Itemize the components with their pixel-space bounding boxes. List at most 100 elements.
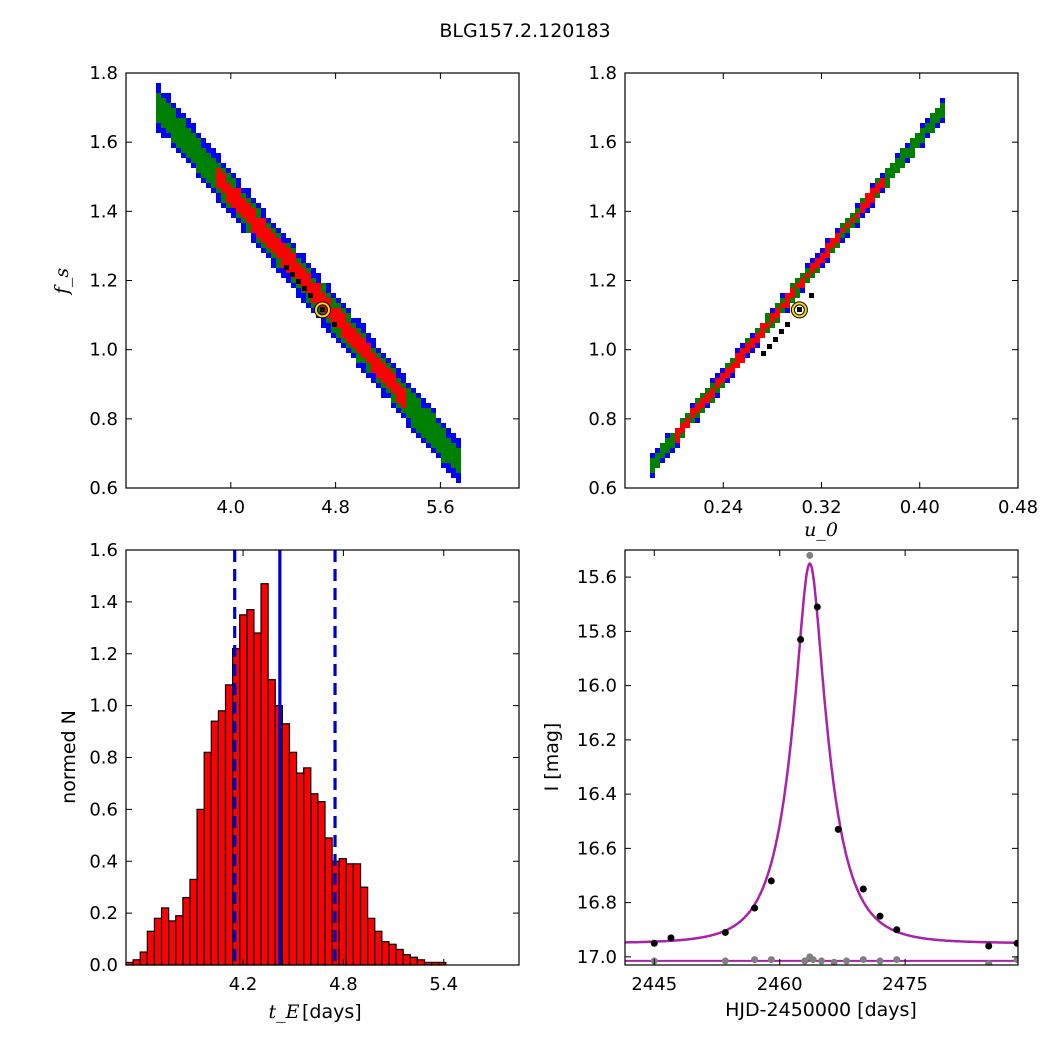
heatmap-cell-2-sigma [201,163,206,168]
heatmap-cell-2-sigma [236,213,241,218]
heatmap-cell-3-sigma [186,158,191,163]
heatmap-cell-3-sigma [361,328,366,333]
heatmap-cell-3-sigma [171,103,176,108]
heatmap-cell-2-sigma [895,163,900,168]
heatmap-cell-2-sigma [655,458,660,463]
heatmap-cell-2-sigma [910,143,915,148]
heatmap-cell-1-sigma [276,243,281,248]
heatmap-cell-1-sigma [261,228,266,233]
heatmap-cell-1-sigma [241,208,246,213]
heatmap-cell-3-sigma [416,393,421,398]
best-likelihood-cell [767,344,772,349]
tE-fs-panel: 4.0 4.8 5.6 0.6 0.8 1.0 1.2 1.4 1.6 1.8 f_s [51,63,520,518]
x-tick-label: 0.32 [801,497,841,518]
heatmap-cell-1-sigma [216,178,221,183]
heatmap-cell-2-sigma [391,398,396,403]
histogram-bar [388,943,397,966]
plot-frame [624,549,1019,966]
heatmap-cell-3-sigma [296,288,301,293]
heatmap-cell-1-sigma [680,423,685,428]
heatmap-cell-3-sigma [161,133,166,138]
heatmap-cell-2-sigma [171,128,176,133]
heatmap-cell-2-sigma [271,253,276,258]
heatmap-cell-1-sigma [271,248,276,253]
heatmap-cell-1-sigma [331,318,336,323]
heatmap-cell-2-sigma [176,128,181,133]
heatmap-cell-2-sigma [201,173,206,178]
data-point [797,636,805,644]
data-point [893,926,901,934]
histogram-bar [402,954,411,966]
y-tick-label: 16.0 [577,676,617,697]
heatmap-cell-2-sigma [346,313,351,318]
histogram-bar [139,951,148,966]
heatmap-cell-2-sigma [266,223,271,228]
heatmap-cell-2-sigma [176,138,181,143]
y-tick-label: 1.0 [89,696,118,717]
heatmap-cell-3-sigma [660,458,665,463]
heatmap-cell-3-sigma [341,343,346,348]
heatmap-cell-3-sigma [241,228,246,233]
heatmap-cell-1-sigma [336,313,341,318]
heatmap-cell-1-sigma [735,358,740,363]
heatmap-cell-2-sigma [650,458,655,463]
heatmap-cell-1-sigma [261,218,266,223]
y-tick-label: 0.0 [89,955,118,976]
heatmap-cell-2-sigma [925,123,930,128]
heatmap-cell-2-sigma [416,418,421,423]
heatmap-cell-1-sigma [241,203,246,208]
y-tick-label: 15.6 [577,567,617,588]
heatmap-cell-3-sigma [730,373,735,378]
y-tick-label: 1.0 [588,340,617,361]
histogram-bar [374,930,383,966]
heatmap-cell-1-sigma [720,373,725,378]
u0-fs-panel: 0.24 0.32 0.40 0.48 0.6 0.8 1.0 1.2 1.4 1.6 1.8 u_0 [588,63,1038,541]
heatmap-cell-3-sigma [386,358,391,363]
heatmap-cell-2-sigma [840,223,845,228]
heatmap-cell-2-sigma [805,268,810,273]
data-point [985,942,993,950]
heatmap-cell-2-sigma [196,163,201,168]
lightcurve-panel: 2445 2460 2475 15.6 15.8 16.0 16.2 16.4 16.6 16.8… [541,549,1019,1021]
heatmap-cell-1-sigma [231,203,236,208]
histogram-bar [189,878,198,966]
histogram-bar [168,920,177,966]
heatmap-cell-3-sigma [785,308,790,313]
heatmap-cell-2-sigma [456,458,461,463]
heatmap-cell-1-sigma [690,413,695,418]
heatmap-cell-2-sigma [930,118,935,123]
y-axis-label: normed N [58,710,80,804]
heatmap-cell-2-sigma [161,123,166,128]
heatmap-cell-3-sigma [865,208,870,213]
heatmap-cell-3-sigma [745,353,750,358]
heatmap-cell-2-sigma [850,223,855,228]
heatmap-cell-1-sigma [346,338,351,343]
heatmap-cell-2-sigma [211,158,216,163]
heatmap-cell-2-sigma [181,128,186,133]
heatmap-cell-2-sigma [381,383,386,388]
heatmap-cell-3-sigma [386,393,391,398]
heatmap-cell-2-sigma [835,243,840,248]
heatmap-cell-1-sigma [381,373,386,378]
histogram-bar [281,723,291,966]
heatmap-cell-2-sigma [261,243,266,248]
heatmap-cell-2-sigma [271,228,276,233]
heatmap-cell-1-sigma [246,218,251,223]
heatmap-cell-2-sigma [780,298,785,303]
heatmap-cell-3-sigma [281,238,286,243]
heatmap-cell-2-sigma [181,123,186,128]
heatmap-cell-2-sigma [416,423,421,428]
heatmap-cell-3-sigma [426,443,431,448]
heatmap-cell-1-sigma [356,338,361,343]
heatmap-cell-1-sigma [311,283,316,288]
heatmap-cell-3-sigma [815,253,820,258]
heatmap-cell-1-sigma [386,383,391,388]
data-point [813,603,821,611]
heatmap-cell-3-sigma [186,118,191,123]
heatmap-cell-1-sigma [775,313,780,318]
heatmap-cell-2-sigma [336,333,341,338]
heatmap-cell-2-sigma [795,278,800,283]
heatmap-cell-2-sigma [326,318,331,323]
heatmap-cell-2-sigma [301,263,306,268]
heatmap-cell-2-sigma [276,263,281,268]
